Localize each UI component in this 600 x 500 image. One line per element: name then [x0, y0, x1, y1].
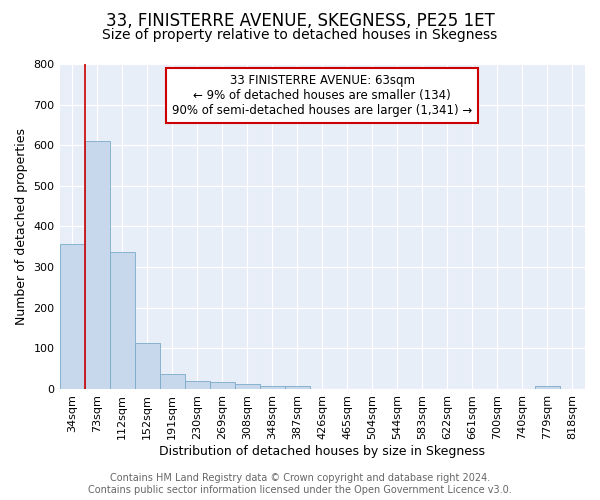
Text: 33, FINISTERRE AVENUE, SKEGNESS, PE25 1ET: 33, FINISTERRE AVENUE, SKEGNESS, PE25 1E… — [106, 12, 494, 30]
Text: Size of property relative to detached houses in Skegness: Size of property relative to detached ho… — [103, 28, 497, 42]
Bar — [110, 252, 134, 389]
Bar — [185, 381, 209, 389]
Bar — [535, 386, 560, 389]
Bar — [209, 382, 235, 389]
Bar — [85, 141, 110, 389]
Bar — [59, 244, 85, 389]
Bar — [134, 343, 160, 389]
Y-axis label: Number of detached properties: Number of detached properties — [15, 128, 28, 325]
Text: Contains HM Land Registry data © Crown copyright and database right 2024.
Contai: Contains HM Land Registry data © Crown c… — [88, 474, 512, 495]
X-axis label: Distribution of detached houses by size in Skegness: Distribution of detached houses by size … — [159, 444, 485, 458]
Text: 33 FINISTERRE AVENUE: 63sqm
← 9% of detached houses are smaller (134)
90% of sem: 33 FINISTERRE AVENUE: 63sqm ← 9% of deta… — [172, 74, 472, 116]
Bar — [160, 374, 185, 389]
Bar — [235, 384, 260, 389]
Bar — [260, 386, 285, 389]
Bar — [285, 386, 310, 389]
